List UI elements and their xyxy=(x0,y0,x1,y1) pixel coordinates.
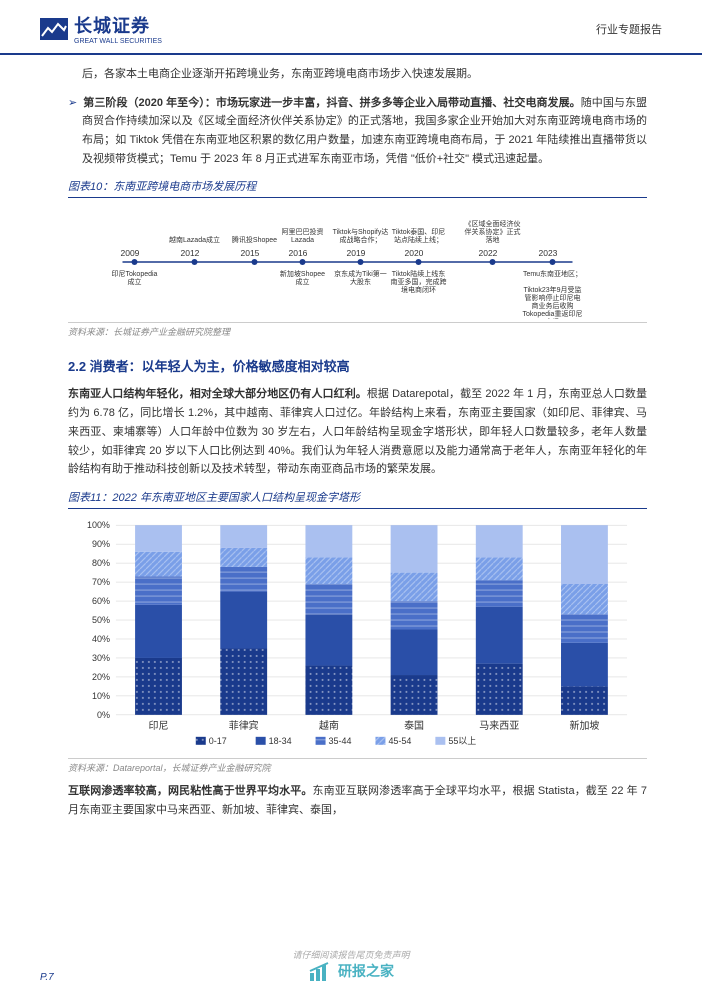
svg-text:商业务后收购: 商业务后收购 xyxy=(532,301,574,310)
svg-text:阿里巴巴投资: 阿里巴巴投资 xyxy=(282,227,324,236)
main-content: 后，各家本土电商企业逐渐开拓跨境业务，东南亚跨境电商市场步入快速发展期。 ➢ 第三… xyxy=(0,55,702,819)
svg-text:50%: 50% xyxy=(92,615,110,625)
svg-text:新加坡: 新加坡 xyxy=(569,719,599,732)
logo-cn: 长城证券 xyxy=(74,12,162,38)
svg-text:境电商闭环: 境电商闭环 xyxy=(401,285,436,294)
page-header: 长城证券 GREAT WALL SECURITIES 行业专题报告 xyxy=(0,0,702,55)
svg-text:2023: 2023 xyxy=(539,248,558,258)
chart10-title: 图表10：东南亚跨境电商市场发展历程 xyxy=(68,178,647,198)
svg-text:18-34: 18-34 xyxy=(269,736,292,746)
svg-text:大股东: 大股东 xyxy=(350,277,371,286)
svg-text:70%: 70% xyxy=(92,577,110,587)
svg-text:20%: 20% xyxy=(92,672,110,682)
chart10-source: 资料来源：长城证券产业金融研究院整理 xyxy=(68,322,647,338)
chart11-title: 图表11：2022 年东南亚地区主要国家人口结构呈现金字塔形 xyxy=(68,489,647,509)
svg-text:Lazada: Lazada xyxy=(291,237,314,244)
svg-text:55以上: 55以上 xyxy=(448,736,476,746)
timeline-chart: 2009 2012 2015 2016 2019 2020 2022 2023 印尼Tokope… xyxy=(68,204,647,319)
svg-text:0%: 0% xyxy=(97,710,110,720)
svg-text:90%: 90% xyxy=(92,539,110,549)
svg-text:0-17: 0-17 xyxy=(209,736,227,746)
svg-text:10%: 10% xyxy=(92,691,110,701)
svg-text:成立: 成立 xyxy=(128,277,142,286)
svg-text:80%: 80% xyxy=(92,558,110,568)
bar-chart: 0% 10% 20% 30% 40% 50% 60% 70% 80% 90% 100% 印尼 菲律宾 越南… xyxy=(68,515,647,755)
svg-text:Temu东南亚地区；: Temu东南亚地区； xyxy=(523,269,582,278)
svg-text:南亚多国，完成跨: 南亚多国，完成跨 xyxy=(391,277,447,286)
logo-area: 长城证券 GREAT WALL SECURITIES xyxy=(40,12,162,45)
chart11-source: 资料来源：Datareportal，长城证券产业金融研究院 xyxy=(68,758,647,774)
svg-text:成战略合作；: 成战略合作； xyxy=(340,235,382,244)
phase3-para: ➢ 第三阶段（2020 年至今）：市场玩家进一步丰富，抖音、拼多多等企业入局带动直… xyxy=(68,94,647,169)
svg-text:45-54: 45-54 xyxy=(388,736,411,746)
svg-text:60%: 60% xyxy=(92,596,110,606)
svg-text:泰国: 泰国 xyxy=(404,719,424,732)
svg-text:100%: 100% xyxy=(87,520,110,530)
svg-text:管影响停止印尼电: 管影响停止印尼电 xyxy=(525,293,581,302)
svg-text:菲律宾: 菲律宾 xyxy=(229,719,259,732)
svg-text:成立: 成立 xyxy=(296,277,310,286)
svg-text:Tiktok与Shopify达: Tiktok与Shopify达 xyxy=(333,227,389,236)
section22-title: 2.2 消费者：以年轻人为主，价格敏感度相对较高 xyxy=(68,356,647,375)
svg-text:落地: 落地 xyxy=(486,235,500,244)
svg-text:2019: 2019 xyxy=(347,248,366,258)
internet-para: 互联网渗透率较高，网民粘性高于世界平均水平。东南亚互联网渗透率高于全球平均水平，… xyxy=(68,782,647,819)
svg-text:伴关系协定》正式: 伴关系协定》正式 xyxy=(465,227,521,236)
svg-text:站点陆续上线；: 站点陆续上线； xyxy=(394,235,443,244)
svg-text:Tiktok陆续上线东: Tiktok陆续上线东 xyxy=(392,269,445,278)
bullet-icon: ➢ xyxy=(68,97,77,109)
svg-text:越南Lazada成立: 越南Lazada成立 xyxy=(169,235,220,244)
svg-text:《区域全面经济伙: 《区域全面经济伙 xyxy=(465,219,521,228)
para1-bold: 东南亚人口结构年轻化，相对全球大部分地区仍有人口红利。 xyxy=(68,388,367,400)
svg-text:2016: 2016 xyxy=(289,248,308,258)
svg-text:2012: 2012 xyxy=(181,248,200,258)
svg-text:2022: 2022 xyxy=(479,248,498,258)
header-category: 行业专题报告 xyxy=(596,21,662,37)
svg-text:Tiktok23年9月受监: Tiktok23年9月受监 xyxy=(523,285,581,294)
logo-icon xyxy=(40,18,68,40)
svg-text:京东成为Tiki第一: 京东成为Tiki第一 xyxy=(334,269,387,278)
intro-para: 后，各家本土电商企业逐渐开拓跨境业务，东南亚跨境电商市场步入快速发展期。 xyxy=(68,65,647,84)
watermark-text: 研报之家 xyxy=(338,961,394,981)
svg-text:2009: 2009 xyxy=(121,248,140,258)
svg-text:30%: 30% xyxy=(92,653,110,663)
section22-para1: 东南亚人口结构年轻化，相对全球大部分地区仍有人口红利。根据 Datarepota… xyxy=(68,385,647,478)
svg-text:印尼Tokopedia: 印尼Tokopedia xyxy=(112,270,158,278)
svg-text:印尼: 印尼 xyxy=(149,720,169,732)
para1-text: 根据 Datarepotal，截至 2022 年 1 月，东南亚总人口数量约为 … xyxy=(68,388,647,475)
svg-text:马来西亚: 马来西亚 xyxy=(479,720,519,732)
svg-text:2020: 2020 xyxy=(405,248,424,258)
svg-text:40%: 40% xyxy=(92,634,110,644)
logo-en: GREAT WALL SECURITIES xyxy=(74,38,162,45)
svg-text:Tiktok泰国、印尼: Tiktok泰国、印尼 xyxy=(392,227,445,236)
phase3-bold: 第三阶段（2020 年至今）：市场玩家进一步丰富，抖音、拼多多等企业入局带动直播… xyxy=(83,97,581,109)
svg-text:越南: 越南 xyxy=(319,719,339,732)
page-number: P.7 xyxy=(40,972,54,983)
svg-text:35-44: 35-44 xyxy=(329,736,352,746)
internet-bold: 互联网渗透率较高，网民粘性高于世界平均水平。 xyxy=(68,785,312,797)
svg-text:腾讯投Shopee: 腾讯投Shopee xyxy=(232,235,277,244)
watermark-icon xyxy=(308,959,332,983)
svg-text:新加坡Shopee: 新加坡Shopee xyxy=(280,269,325,278)
svg-text:2015: 2015 xyxy=(241,248,260,258)
svg-text:Tokopedia重返印尼: Tokopedia重返印尼 xyxy=(523,310,583,318)
watermark: 研报之家 xyxy=(308,959,394,983)
